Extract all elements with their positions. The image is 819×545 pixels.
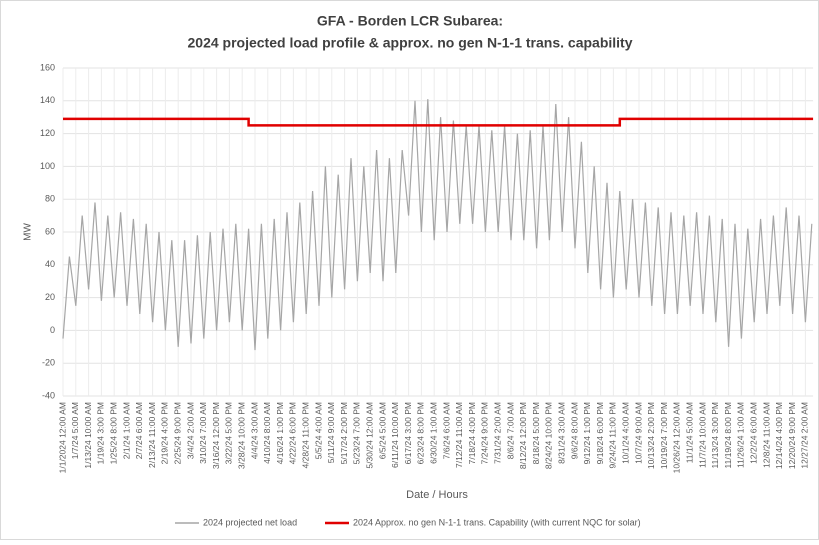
y-tick-label: 20 (45, 292, 55, 302)
x-tick-label: 1/19/24 3:00 PM (96, 402, 106, 464)
x-tick-label: 6/23/24 8:00 PM (416, 402, 426, 464)
y-tick-label: 0 (50, 325, 55, 335)
x-tick-label: 11/13/24 3:00 PM (710, 402, 720, 468)
y-tick-label: -40 (42, 390, 55, 400)
x-tick-label: 2/1/24 1:00 AM (121, 402, 131, 459)
x-tick-label: 3/16/24 12:00 PM (211, 402, 221, 469)
x-tick-label: 7/24/24 9:00 PM (480, 402, 490, 464)
x-tick-label: 2/19/24 4:00 PM (160, 402, 170, 464)
x-tick-label: 7/6/24 6:00 AM (441, 402, 451, 459)
x-tick-label: 11/26/24 1:00 AM (736, 402, 746, 468)
x-tick-label: 9/24/24 11:00 PM (608, 402, 618, 468)
x-tick-label: 6/11/24 10:00 AM (390, 402, 400, 468)
x-tick-label: 12/8/24 11:00 AM (761, 402, 771, 468)
chart-title: GFA - Borden LCR Subarea: (317, 13, 503, 29)
x-tick-label: 2/7/24 6:00 AM (134, 402, 144, 459)
x-tick-label: 8/12/24 12:00 PM (518, 402, 528, 469)
x-tick-label: 10/19/24 7:00 PM (659, 402, 669, 469)
y-tick-label: 40 (45, 259, 55, 269)
x-tick-label: 2/13/24 11:00 AM (147, 402, 157, 468)
x-tick-label: 8/24/24 10:00 PM (544, 402, 554, 469)
y-tick-label: 160 (40, 62, 55, 72)
x-tick-label: 12/2/24 6:00 AM (748, 402, 758, 464)
x-tick-label: 7/31/24 2:00 AM (492, 402, 502, 464)
x-tick-label: 10/1/24 4:00 AM (620, 402, 630, 464)
x-tick-label: 5/23/24 7:00 PM (352, 402, 362, 464)
load-line (62, 99, 813, 351)
x-tick-label: 6/5/24 5:00 AM (377, 402, 387, 459)
x-tick-label: 11/7/24 10:00 AM (697, 402, 707, 468)
legend-label: 2024 projected net load (203, 517, 297, 527)
chart-subtitle: 2024 projected load profile & approx. no… (188, 35, 633, 51)
x-tick-label: 4/4/24 3:00 AM (249, 402, 259, 459)
x-tick-label: 6/30/24 1:00 AM (428, 402, 438, 464)
legend-label: 2024 Approx. no gen N-1-1 trans. Capabil… (353, 517, 641, 527)
x-tick-label: 5/17/24 2:00 PM (339, 402, 349, 464)
x-tick-label: 1/7/24 5:00 AM (70, 402, 80, 459)
y-tick-label: 60 (45, 226, 55, 236)
x-tick-label: 10/26/24 12:00 AM (672, 402, 682, 473)
x-tick-label: 10/13/24 2:00 PM (646, 402, 656, 469)
x-tick-label: 7/18/24 4:00 PM (467, 402, 477, 464)
y-tick-label: 140 (40, 95, 55, 105)
x-tick-label: 1/25/24 8:00 PM (108, 402, 118, 464)
x-tick-label: 4/22/24 6:00 PM (288, 402, 298, 464)
y-tick-label: 80 (45, 194, 55, 204)
x-tick-label: 12/20/24 9:00 PM (787, 402, 797, 469)
y-tick-label: -20 (42, 358, 55, 368)
y-axis-label: MW (23, 223, 34, 241)
x-tick-label: 11/19/24 8:00 PM (723, 402, 733, 468)
x-tick-label: 2/25/24 9:00 PM (172, 402, 182, 464)
x-tick-label: 3/4/24 2:00 AM (185, 402, 195, 459)
x-axis-label: Date / Hours (406, 489, 468, 501)
x-tick-label: 5/30/24 12:00 AM (364, 402, 374, 469)
x-tick-label: 8/18/24 5:00 PM (531, 402, 541, 464)
y-tick-label: 120 (40, 128, 55, 138)
x-tick-label: 11/1/24 5:00 AM (684, 402, 694, 463)
x-tick-label: 7/12/24 11:00 AM (454, 402, 464, 468)
x-tick-label: 8/31/24 3:00 AM (556, 402, 566, 464)
x-tick-label: 5/5/24 4:00 AM (313, 402, 323, 459)
x-tick-label: 10/7/24 9:00 AM (633, 402, 643, 464)
x-tick-label: 9/12/24 1:00 PM (582, 402, 592, 464)
x-tick-label: 4/28/24 11:00 PM (300, 402, 310, 468)
x-tick-label: 8/6/24 7:00 AM (505, 402, 515, 459)
x-tick-label: 3/10/24 7:00 AM (198, 402, 208, 464)
x-tick-label: 12/14/24 4:00 PM (774, 402, 784, 469)
y-tick-label: 100 (40, 161, 55, 171)
capability-line (63, 117, 814, 127)
x-tick-label: 9/6/24 8:00 AM (569, 402, 579, 459)
x-tick-label: 6/17/24 3:00 PM (403, 402, 413, 464)
x-tick-label: 1/13/24 10:00 AM (83, 402, 93, 469)
x-tick-label: 4/10/24 8:00 AM (262, 402, 272, 464)
x-tick-label: 4/16/24 1:00 PM (275, 402, 285, 464)
x-tick-label: 12/27/24 2:00 AM (800, 402, 810, 469)
x-tick-label: 5/11/24 9:00 AM (326, 402, 336, 463)
x-tick-label: 3/28/24 10:00 PM (236, 402, 246, 469)
x-tick-label: 3/22/24 5:00 PM (224, 402, 234, 464)
x-tick-label: 9/18/24 6:00 PM (595, 402, 605, 464)
x-tick-label: 1/1/2024 12:00 AM (57, 402, 67, 473)
